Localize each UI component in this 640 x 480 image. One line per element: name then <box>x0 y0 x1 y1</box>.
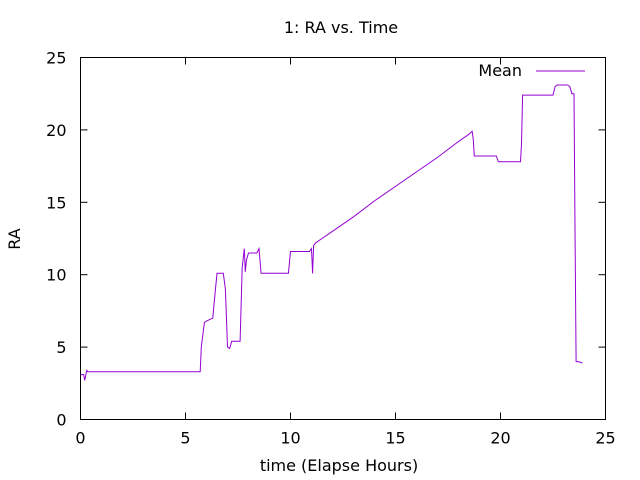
legend-label: Mean <box>478 61 522 80</box>
y-axis-label: RA <box>5 228 24 249</box>
x-tick-label: 15 <box>385 429 405 448</box>
x-tick-label: 10 <box>280 429 300 448</box>
x-axis-label: time (Elapse Hours) <box>260 456 418 475</box>
x-tick-label: 5 <box>180 429 190 448</box>
legend: Mean <box>478 61 585 80</box>
series-line-mean <box>80 84 583 381</box>
y-tick-label: 10 <box>46 266 66 285</box>
y-tick-label: 20 <box>46 121 66 140</box>
x-tick-label: 0 <box>75 429 85 448</box>
chart-title: 1: RA vs. Time <box>284 18 398 37</box>
y-axis: 0 5 10 15 20 25 <box>46 49 606 430</box>
plot-frame <box>80 57 606 420</box>
y-tick-label: 25 <box>46 49 66 68</box>
x-tick-label: 20 <box>490 429 510 448</box>
series-layer <box>80 84 583 381</box>
x-axis: 0 5 10 15 20 25 <box>75 57 616 448</box>
y-tick-label: 5 <box>56 338 66 357</box>
y-tick-label: 0 <box>56 411 66 430</box>
y-tick-label: 15 <box>46 193 66 212</box>
x-tick-label: 25 <box>595 429 615 448</box>
